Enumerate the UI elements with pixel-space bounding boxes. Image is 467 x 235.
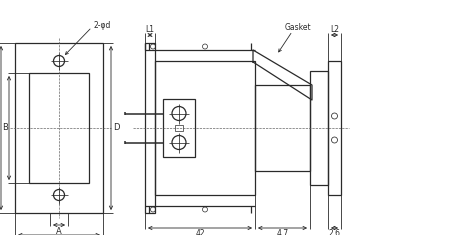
Text: 42: 42 <box>195 230 205 235</box>
Text: A: A <box>56 227 62 235</box>
Text: 4.7: 4.7 <box>276 230 289 235</box>
Bar <box>175 125 183 131</box>
Text: L1: L1 <box>146 26 155 35</box>
Text: 2-φd: 2-φd <box>94 20 111 30</box>
Bar <box>163 99 195 157</box>
Text: L2: L2 <box>330 26 339 35</box>
Text: D: D <box>113 124 119 133</box>
Bar <box>15 43 103 213</box>
Bar <box>328 61 341 195</box>
Bar <box>29 73 89 183</box>
Text: 2.6: 2.6 <box>328 230 340 235</box>
Bar <box>155 61 255 195</box>
Bar <box>255 85 310 171</box>
Bar <box>310 71 328 185</box>
Text: Gasket: Gasket <box>284 23 311 31</box>
Text: B: B <box>2 124 8 133</box>
Bar <box>145 43 155 213</box>
